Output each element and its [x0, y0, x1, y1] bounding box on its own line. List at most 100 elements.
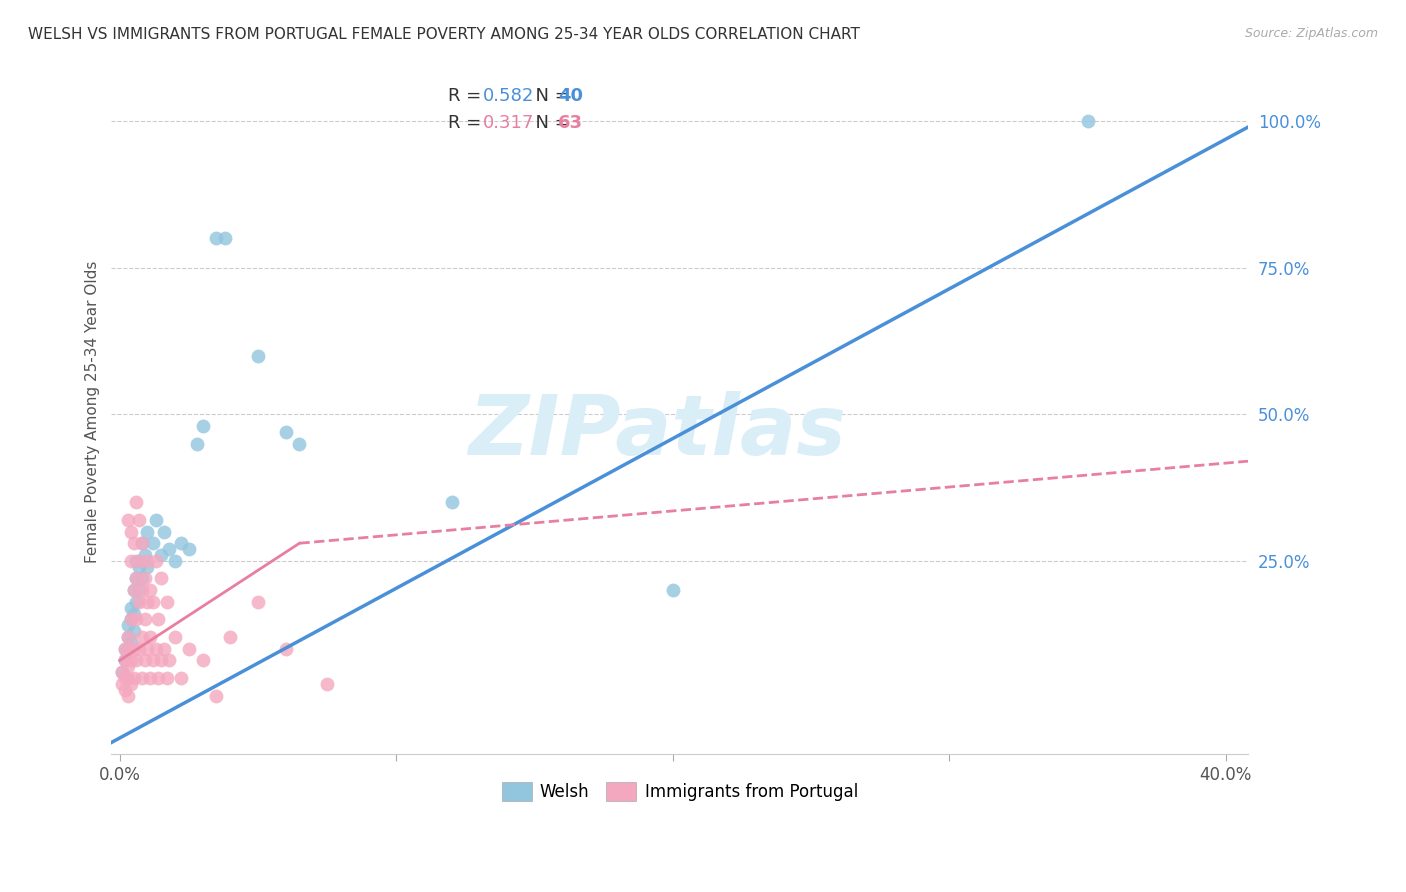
Point — [177, 542, 200, 557]
Point — [125, 595, 148, 609]
Point — [128, 559, 150, 574]
Point — [134, 653, 156, 667]
Point — [117, 630, 139, 644]
Text: 0.317: 0.317 — [484, 114, 534, 132]
Point — [191, 419, 214, 434]
Point — [131, 571, 153, 585]
Point — [1077, 114, 1099, 128]
Point — [139, 671, 162, 685]
Point — [117, 513, 139, 527]
Point — [117, 648, 139, 662]
Point — [153, 641, 176, 656]
Point — [125, 571, 148, 585]
Point — [440, 495, 463, 509]
Text: R =: R = — [449, 87, 486, 105]
Text: R =: R = — [449, 114, 486, 132]
Point — [148, 612, 170, 626]
Point — [128, 641, 150, 656]
Point — [148, 671, 170, 685]
Point — [142, 536, 165, 550]
Point — [128, 513, 150, 527]
Point — [142, 595, 165, 609]
Point — [145, 513, 167, 527]
Text: Source: ZipAtlas.com: Source: ZipAtlas.com — [1244, 27, 1378, 40]
Point — [134, 612, 156, 626]
Text: 40: 40 — [558, 87, 583, 105]
Point — [120, 600, 142, 615]
Text: WELSH VS IMMIGRANTS FROM PORTUGAL FEMALE POVERTY AMONG 25-34 YEAR OLDS CORRELATI: WELSH VS IMMIGRANTS FROM PORTUGAL FEMALE… — [28, 27, 860, 42]
Point — [114, 682, 136, 697]
Point — [125, 554, 148, 568]
Text: N =: N = — [524, 87, 575, 105]
Point — [205, 231, 228, 245]
Point — [117, 630, 139, 644]
Point — [662, 583, 685, 598]
Point — [134, 571, 156, 585]
Point — [150, 653, 173, 667]
Text: N =: N = — [524, 114, 575, 132]
Point — [159, 653, 181, 667]
Point — [117, 671, 139, 685]
Point — [139, 630, 162, 644]
Point — [145, 641, 167, 656]
Point — [111, 677, 134, 691]
Point — [274, 425, 297, 439]
Point — [316, 677, 339, 691]
Point — [136, 554, 159, 568]
Point — [139, 583, 162, 598]
Point — [122, 536, 145, 550]
Text: 0.582: 0.582 — [484, 87, 534, 105]
Point — [114, 653, 136, 667]
Point — [246, 595, 269, 609]
Point — [177, 641, 200, 656]
Point — [122, 583, 145, 598]
Point — [136, 559, 159, 574]
Point — [114, 653, 136, 667]
Point — [117, 659, 139, 673]
Point — [122, 671, 145, 685]
Point — [120, 653, 142, 667]
Point — [186, 436, 208, 450]
Point — [169, 671, 191, 685]
Point — [111, 665, 134, 680]
Point — [131, 583, 153, 598]
Point — [120, 612, 142, 626]
Point — [150, 571, 173, 585]
Point — [111, 665, 134, 680]
Point — [120, 554, 142, 568]
Text: ZIPatlas: ZIPatlas — [468, 392, 846, 473]
Legend: Welsh, Immigrants from Portugal: Welsh, Immigrants from Portugal — [488, 769, 872, 814]
Point — [128, 595, 150, 609]
Point — [288, 436, 311, 450]
Point — [125, 495, 148, 509]
Point — [145, 554, 167, 568]
Point — [122, 624, 145, 639]
Point — [122, 641, 145, 656]
Point — [163, 554, 186, 568]
Point — [131, 536, 153, 550]
Point — [120, 524, 142, 539]
Point — [159, 542, 181, 557]
Point — [156, 595, 179, 609]
Point — [131, 671, 153, 685]
Point — [150, 548, 173, 562]
Point — [131, 630, 153, 644]
Point — [153, 524, 176, 539]
Point — [125, 612, 148, 626]
Point — [163, 630, 186, 644]
Y-axis label: Female Poverty Among 25-34 Year Olds: Female Poverty Among 25-34 Year Olds — [86, 260, 100, 563]
Point — [114, 641, 136, 656]
Point — [128, 554, 150, 568]
Point — [136, 641, 159, 656]
Point — [142, 653, 165, 667]
Point — [219, 630, 242, 644]
Point — [214, 231, 236, 245]
Point — [117, 689, 139, 703]
Text: 63: 63 — [558, 114, 583, 132]
Point — [136, 595, 159, 609]
Point — [120, 636, 142, 650]
Point — [114, 641, 136, 656]
Point — [122, 607, 145, 621]
Point — [122, 583, 145, 598]
Point — [134, 548, 156, 562]
